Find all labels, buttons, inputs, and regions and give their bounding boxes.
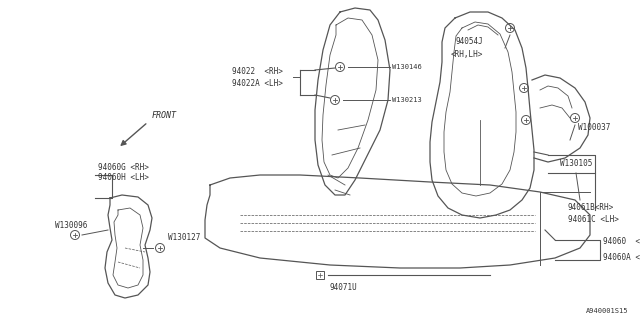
Text: W130096: W130096 xyxy=(55,220,88,229)
Text: 94061C <LH>: 94061C <LH> xyxy=(568,215,619,225)
Text: 94054J: 94054J xyxy=(455,37,483,46)
Text: W130146: W130146 xyxy=(392,64,422,70)
Bar xyxy=(316,271,324,279)
Text: FRONT: FRONT xyxy=(152,111,177,120)
Text: 94060H <LH>: 94060H <LH> xyxy=(98,173,149,182)
Text: W130213: W130213 xyxy=(392,97,422,103)
Text: 94061B<RH>: 94061B<RH> xyxy=(568,204,614,212)
Text: 94071U: 94071U xyxy=(330,283,358,292)
Text: W100037: W100037 xyxy=(578,124,611,132)
Text: W130105: W130105 xyxy=(560,159,593,169)
Text: 94060G <RH>: 94060G <RH> xyxy=(98,163,149,172)
Text: A940001S15: A940001S15 xyxy=(586,308,628,314)
Text: 94060A <LH>: 94060A <LH> xyxy=(603,252,640,261)
Text: 94022A <LH>: 94022A <LH> xyxy=(232,78,283,87)
Text: W130127: W130127 xyxy=(168,234,200,243)
Text: 94060  <RH>: 94060 <RH> xyxy=(603,237,640,246)
Text: 94022  <RH>: 94022 <RH> xyxy=(232,68,283,76)
Text: <RH,LH>: <RH,LH> xyxy=(451,50,483,59)
